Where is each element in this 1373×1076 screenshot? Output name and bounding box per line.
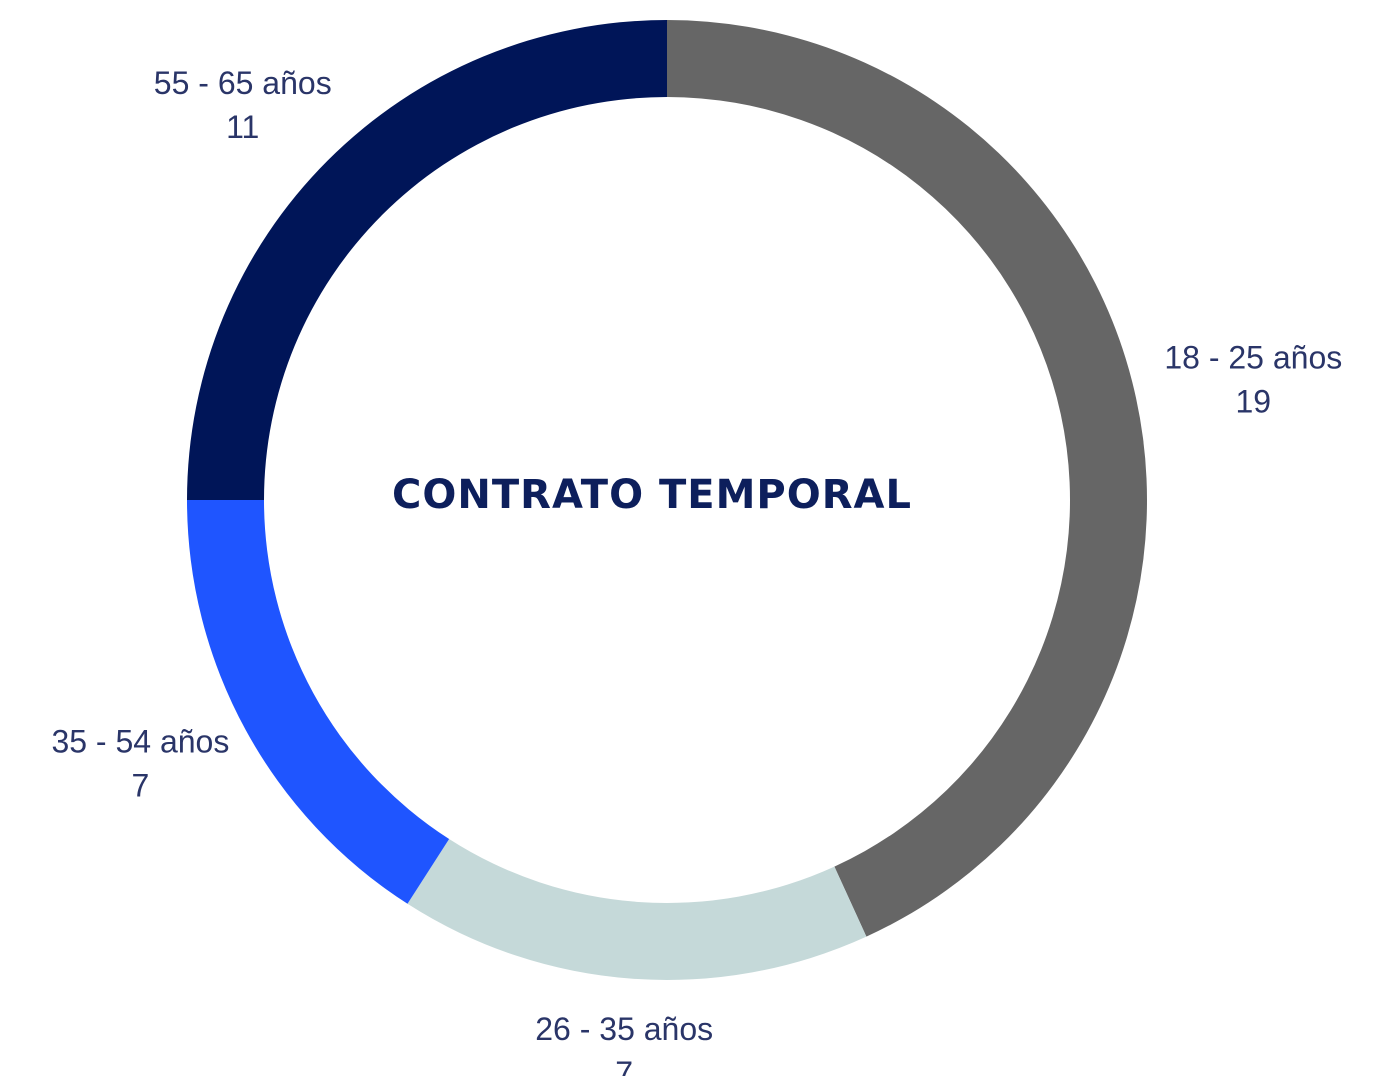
segment-value: 19	[1235, 383, 1271, 419]
segment-value: 7	[615, 1055, 633, 1076]
donut-segment	[187, 20, 667, 500]
segment-value: 7	[131, 767, 149, 803]
segment-value: 11	[226, 109, 259, 145]
segment-label: 18 - 25 años	[1164, 339, 1342, 375]
donut-segment	[407, 839, 867, 981]
segment-label: 26 - 35 años	[535, 1011, 713, 1047]
donut-segment	[187, 500, 450, 904]
segment-label: 35 - 54 años	[51, 723, 229, 759]
donut-segment	[667, 19, 1148, 937]
chart-title: CONTRATO TEMPORAL	[392, 472, 912, 518]
segment-label: 55 - 65 años	[154, 65, 332, 101]
